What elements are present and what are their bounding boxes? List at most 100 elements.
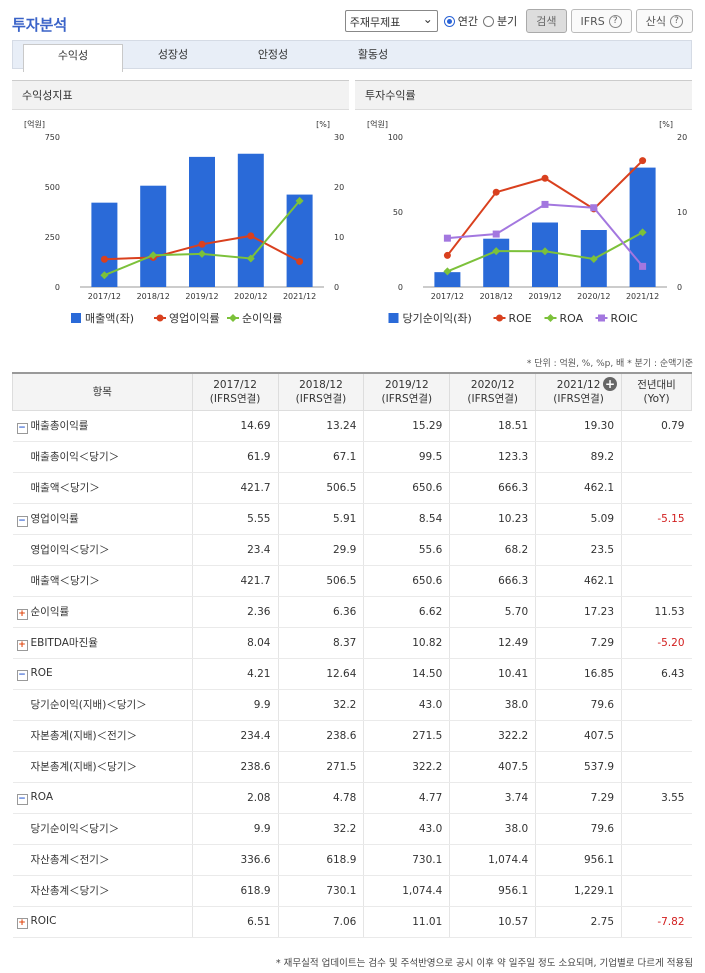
expand-icon[interactable]: + [16, 639, 28, 651]
row-label: 당기순이익＜당기＞ [12, 813, 193, 845]
legend-label: ROE [509, 312, 532, 325]
cell-value: 68.2 [449, 534, 536, 566]
y-left-tick-label: 100 [388, 133, 403, 142]
legend-label: 매출액(좌) [85, 312, 134, 325]
data-point [589, 254, 598, 263]
data-point [100, 255, 108, 263]
row-label-text: EBITDA마진율 [30, 636, 98, 649]
cell-value: 10.57 [449, 905, 536, 938]
cell-value: 16.85 [535, 657, 622, 690]
cell-yoy [621, 720, 692, 752]
data-point [443, 234, 451, 242]
expand-columns-icon[interactable]: + [603, 377, 618, 391]
expand-icon[interactable]: + [16, 608, 28, 620]
ifrs-button[interactable]: IFRS ? [570, 9, 632, 33]
tab-growth[interactable]: 성장성 [157, 48, 189, 61]
radio-annual[interactable]: 연간 [443, 13, 479, 29]
cell-value: 7.06 [277, 905, 364, 938]
collapse-icon[interactable]: − [16, 793, 28, 805]
collapse-icon[interactable]: − [16, 515, 28, 527]
tab-profitability[interactable]: 수익성 [23, 44, 123, 72]
cell-value: 537.9 [535, 751, 622, 783]
cell-value: 12.64 [277, 657, 364, 690]
row-label-text: 자본총계(지배)＜전기＞ [30, 730, 137, 742]
table-row: 자본총계(지배)＜당기＞ 238.6 271.5 322.2 407.5 537.9 [12, 751, 692, 783]
cell-value: 23.4 [191, 534, 278, 566]
bar [140, 185, 167, 287]
cell-yoy [621, 565, 692, 597]
cell-value: 730.1 [277, 875, 364, 907]
cell-value: 19.30 [535, 409, 622, 442]
cell-value: 2.08 [191, 781, 278, 814]
legend-marker [229, 314, 237, 322]
formula-button[interactable]: 산식 ? [635, 9, 693, 33]
header-period: 2019/12 (IFRS연결) [363, 372, 451, 411]
tab-stability[interactable]: 안정성 [257, 48, 289, 61]
cell-value: 14.50 [363, 657, 450, 690]
x-tick-label: 2017/12 [88, 292, 121, 301]
radio-annual-label: 연간 [457, 15, 479, 28]
search-button[interactable]: 검색 [526, 9, 567, 33]
cell-yoy [621, 813, 692, 845]
y-left-tick-label: 0 [398, 283, 403, 292]
radio-quarter[interactable]: 분기 [483, 13, 517, 29]
cell-value: 5.91 [277, 502, 364, 535]
row-label-text: 매출총이익률 [30, 419, 89, 432]
chart-panel-title: 수익성지표 [12, 80, 349, 110]
radio-annual-circle[interactable] [443, 15, 455, 27]
collapse-icon[interactable]: − [16, 422, 28, 434]
data-point [198, 240, 206, 248]
collapse-icon[interactable]: − [16, 669, 28, 681]
cell-value: 6.36 [277, 595, 364, 628]
row-label-text: 자산총계＜당기＞ [30, 885, 110, 897]
radio-quarter-circle[interactable] [483, 15, 495, 27]
x-tick-label: 2017/12 [431, 292, 464, 301]
x-tick-label: 2018/12 [137, 292, 170, 301]
cell-value: 38.0 [449, 689, 536, 721]
statement-select[interactable]: 주재무제표 ⌄ [344, 10, 438, 32]
cell-value: 79.6 [535, 689, 622, 721]
cell-value: 67.1 [277, 441, 364, 473]
x-tick-label: 2020/12 [234, 292, 267, 301]
cell-value: 79.6 [535, 813, 622, 845]
legend-marker [496, 314, 503, 322]
cell-value: 618.9 [191, 875, 278, 907]
cell-value: 43.0 [363, 689, 450, 721]
data-point [443, 251, 451, 259]
unit-right-label: [%] [659, 120, 673, 129]
table-row: − 영업이익률 5.55 5.91 8.54 10.23 5.09 -5.15 [12, 502, 692, 535]
data-point [492, 247, 501, 256]
cell-yoy [621, 844, 692, 876]
y-right-tick-label: 20 [677, 133, 687, 142]
row-label-text: 자산총계＜전기＞ [30, 854, 110, 866]
cell-value: 322.2 [449, 720, 536, 752]
row-label-text: 순이익률 [30, 605, 70, 618]
cell-value: 462.1 [535, 565, 622, 597]
unit-left-label: [억원] [367, 119, 388, 129]
row-label-text: 자본총계(지배)＜당기＞ [30, 761, 137, 773]
cell-value: 1,074.4 [449, 844, 536, 876]
y-right-tick-label: 20 [334, 183, 344, 192]
header-std: (IFRS연결) [295, 392, 347, 405]
x-tick-label: 2018/12 [480, 292, 513, 301]
y-right-tick-label: 0 [334, 283, 339, 292]
cell-value: 9.9 [191, 689, 278, 721]
cell-value: 55.6 [363, 534, 450, 566]
unit-right-label: [%] [316, 120, 330, 129]
header-year: 2017/12 [213, 378, 257, 391]
x-tick-label: 2019/12 [528, 292, 561, 301]
cell-value: 666.3 [449, 472, 536, 504]
cell-yoy [621, 875, 692, 907]
legend-marker [156, 314, 164, 322]
row-label: + ROIC [12, 905, 193, 938]
row-label-text: 매출총이익＜당기＞ [30, 451, 120, 463]
cell-value: 4.21 [191, 657, 278, 690]
y-left-tick-label: 250 [45, 233, 60, 242]
row-label-text: ROE [30, 666, 53, 679]
tab-activity[interactable]: 활동성 [357, 48, 389, 61]
cell-value: 238.6 [191, 751, 278, 783]
expand-icon[interactable]: + [16, 917, 28, 929]
row-label: − ROA [12, 781, 193, 814]
cell-value: 956.1 [449, 875, 536, 907]
